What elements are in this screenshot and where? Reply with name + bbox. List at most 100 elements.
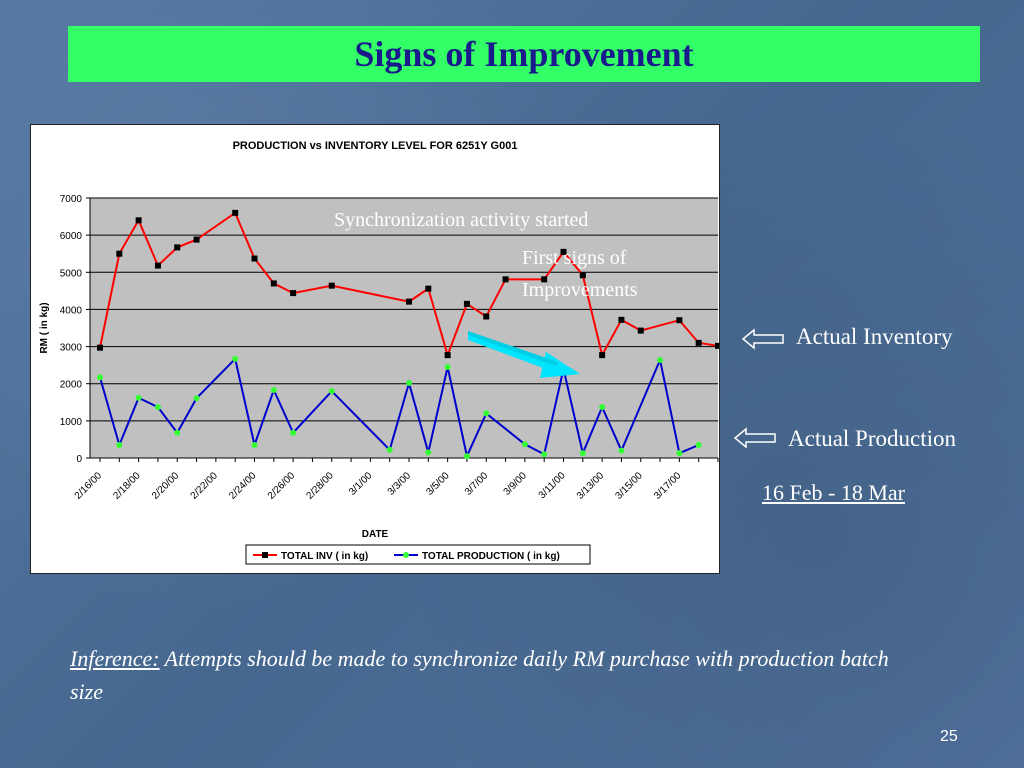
label-actual-production: Actual Production [788,426,956,451]
production-point [599,404,606,411]
inventory-point [290,290,297,297]
chart-title: PRODUCTION vs INVENTORY LEVEL FOR 6251Y … [233,140,518,152]
production-point [463,453,470,460]
y-tick-label: 7000 [60,194,83,205]
inventory-point [116,250,123,257]
inventory-line [99,211,719,359]
y-tick-label: 4000 [60,305,83,316]
x-tick-label: 3/3/00 [386,470,414,498]
highlight-arrow-icon [468,331,580,378]
inventory-point [599,352,606,359]
y-axis-label: RM ( in kg) [39,302,50,353]
production-point [541,451,548,458]
inventory-point [541,276,548,283]
production-point [97,374,103,381]
production-point [154,404,161,411]
production-point [328,388,335,395]
production-line [99,356,700,460]
y-tick-label: 1000 [60,417,83,428]
x-tick-label: 2/20/00 [150,470,182,502]
production-point [116,442,123,448]
x-tick-label: 3/9/00 [502,470,530,498]
inventory-point [715,342,721,349]
inference-body: Attempts should be made to synchronize d… [70,646,889,704]
page-number: 25 [940,728,958,745]
slide-title: Signs of Improvement [354,34,694,74]
inventory-point [579,272,586,279]
inventory-point [618,316,625,323]
legend-inventory-label: TOTAL INV ( in kg) [281,551,368,562]
legend-production-label: TOTAL PRODUCTION ( in kg) [422,551,560,562]
x-tick-label: 2/22/00 [189,470,221,502]
inventory-point [135,217,142,224]
inventory-point [154,262,161,269]
production-point [135,394,142,401]
inventory-point [174,244,181,251]
inventory-point [406,298,412,305]
y-tick-label: 3000 [60,343,83,354]
left-arrow-icon [742,328,784,350]
legend-production-marker [403,552,409,558]
production-point [483,410,490,417]
inventory-point [483,313,490,320]
production-point [676,450,683,457]
left-arrow-icon [734,427,776,449]
production-point [232,355,239,362]
inventory-point [444,352,451,359]
x-tick-label: 3/5/00 [424,470,452,498]
inventory-point [463,300,470,307]
inventory-point [560,248,567,255]
inventory-point [695,339,702,346]
inventory-point [676,317,683,324]
production-point [386,446,393,453]
x-tick-label: 3/1/00 [347,470,375,498]
production-point [270,387,277,394]
production-point [618,447,625,454]
x-tick-label: 2/24/00 [227,470,259,502]
chart-svg: PRODUCTION vs INVENTORY LEVEL FOR 6251Y … [39,140,721,565]
y-tick-label: 5000 [60,268,83,279]
title-bar: Signs of Improvement [68,26,980,82]
x-tick-label: 2/18/00 [111,470,143,502]
production-point [444,364,451,370]
label-actual-inventory: Actual Inventory [796,324,953,349]
y-tick-label: 0 [76,454,82,465]
inventory-point [97,344,103,351]
inventory-point [637,327,644,334]
date-range: 16 Feb - 18 Mar [762,480,905,505]
inventory-point [270,280,277,287]
y-tick-label: 6000 [60,231,83,242]
chart-container: PRODUCTION vs INVENTORY LEVEL FOR 6251Y … [30,124,721,574]
x-tick-label: 3/11/00 [537,470,568,501]
production-point [695,442,702,448]
x-tick-label: 2/16/00 [73,470,105,502]
production-point [193,395,200,402]
production-point [290,429,297,436]
legend-inventory-marker [262,552,268,558]
inference-text: Inference: Attempts should be made to sy… [70,642,900,708]
x-tick-label: 3/13/00 [575,470,607,502]
x-tick-label: 3/15/00 [613,470,645,502]
inventory-point [328,282,335,289]
annotation-first-signs: First signs of Improvements [522,247,638,301]
inventory-point [502,276,509,283]
x-tick-label: 3/7/00 [463,470,491,498]
inventory-point [193,236,200,243]
annotation-sync: Synchronization activity started [334,209,589,231]
x-axis-label: DATE [362,529,389,540]
x-tick-label: 2/28/00 [304,470,336,502]
inventory-point [425,285,432,292]
inventory-point [232,209,239,216]
inference-lead: Inference: [70,646,160,671]
production-point [657,356,664,363]
production-point [406,379,412,386]
production-point [579,450,586,457]
production-point [174,429,181,436]
y-tick-label: 2000 [60,380,83,391]
inventory-point [251,255,258,262]
production-point [521,441,528,448]
production-point [251,442,258,448]
x-tick-label: 2/26/00 [266,470,298,502]
x-tick-label: 3/17/00 [652,470,684,502]
production-point [425,449,432,456]
